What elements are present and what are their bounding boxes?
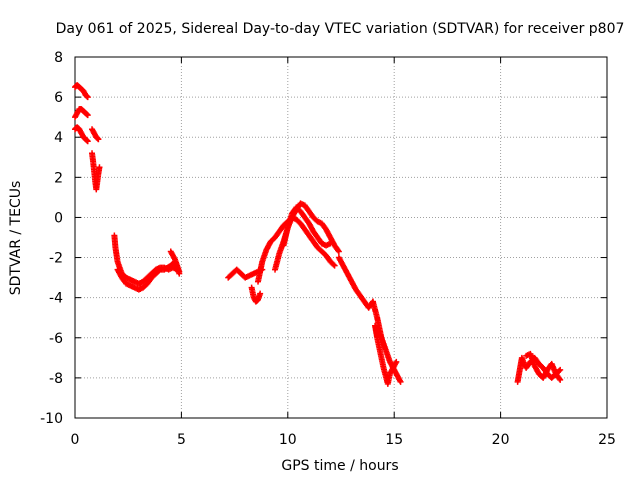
data-point [557, 376, 564, 383]
y-tick-label: 6 [54, 90, 63, 106]
data-point [95, 136, 102, 143]
x-tick-label: 25 [598, 432, 616, 448]
y-axis-label: SDTVAR / TECUs [8, 181, 24, 296]
data-point [335, 247, 342, 254]
y-tick-label: -10 [40, 411, 63, 427]
data-point [556, 375, 563, 382]
series-track-a [72, 82, 91, 101]
x-tick-label: 15 [385, 432, 403, 448]
data-point [557, 366, 564, 373]
y-tick-label: 2 [54, 170, 63, 186]
series-track-j [248, 284, 264, 305]
x-tick-label: 0 [71, 432, 80, 448]
x-axis-label: GPS time / hours [281, 458, 398, 474]
chart-title: Day 061 of 2025, Sidereal Day-to-day VTE… [56, 21, 625, 37]
y-tick-label: -2 [49, 251, 63, 267]
x-tick-label: 20 [492, 432, 510, 448]
data-point [257, 290, 264, 297]
series-track-d [89, 126, 102, 143]
y-tick-label: 8 [54, 50, 63, 66]
x-tick-label: 10 [279, 432, 297, 448]
data-point [397, 378, 404, 385]
y-tick-label: -4 [49, 291, 63, 307]
series-track-p [372, 322, 400, 387]
data-point [330, 261, 337, 268]
data-point [84, 94, 91, 101]
plot-frame [74, 56, 608, 419]
series-track-h [167, 248, 183, 275]
data-point [335, 248, 342, 255]
x-tick-label: 5 [177, 432, 186, 448]
data-point [176, 268, 183, 275]
data-marks [72, 82, 564, 387]
y-tick-label: 0 [54, 210, 63, 226]
series-track-b [72, 106, 91, 121]
y-tick-label: -8 [49, 371, 63, 387]
data-point [84, 112, 91, 119]
series-track-e [89, 150, 103, 193]
data-point [393, 358, 400, 365]
series-track-r [523, 350, 564, 383]
axis-ticks: 0 5 10 15 20 25 -10 -8 -6 -4 -2 0 2 4 6 8 [40, 50, 616, 448]
series-track-c [72, 124, 91, 145]
data-point [331, 262, 338, 269]
data-point [96, 164, 103, 171]
y-tick-label: 4 [54, 130, 63, 146]
y-tick-label: -6 [49, 331, 63, 347]
series-track-m [280, 200, 342, 255]
data-point [84, 138, 91, 145]
